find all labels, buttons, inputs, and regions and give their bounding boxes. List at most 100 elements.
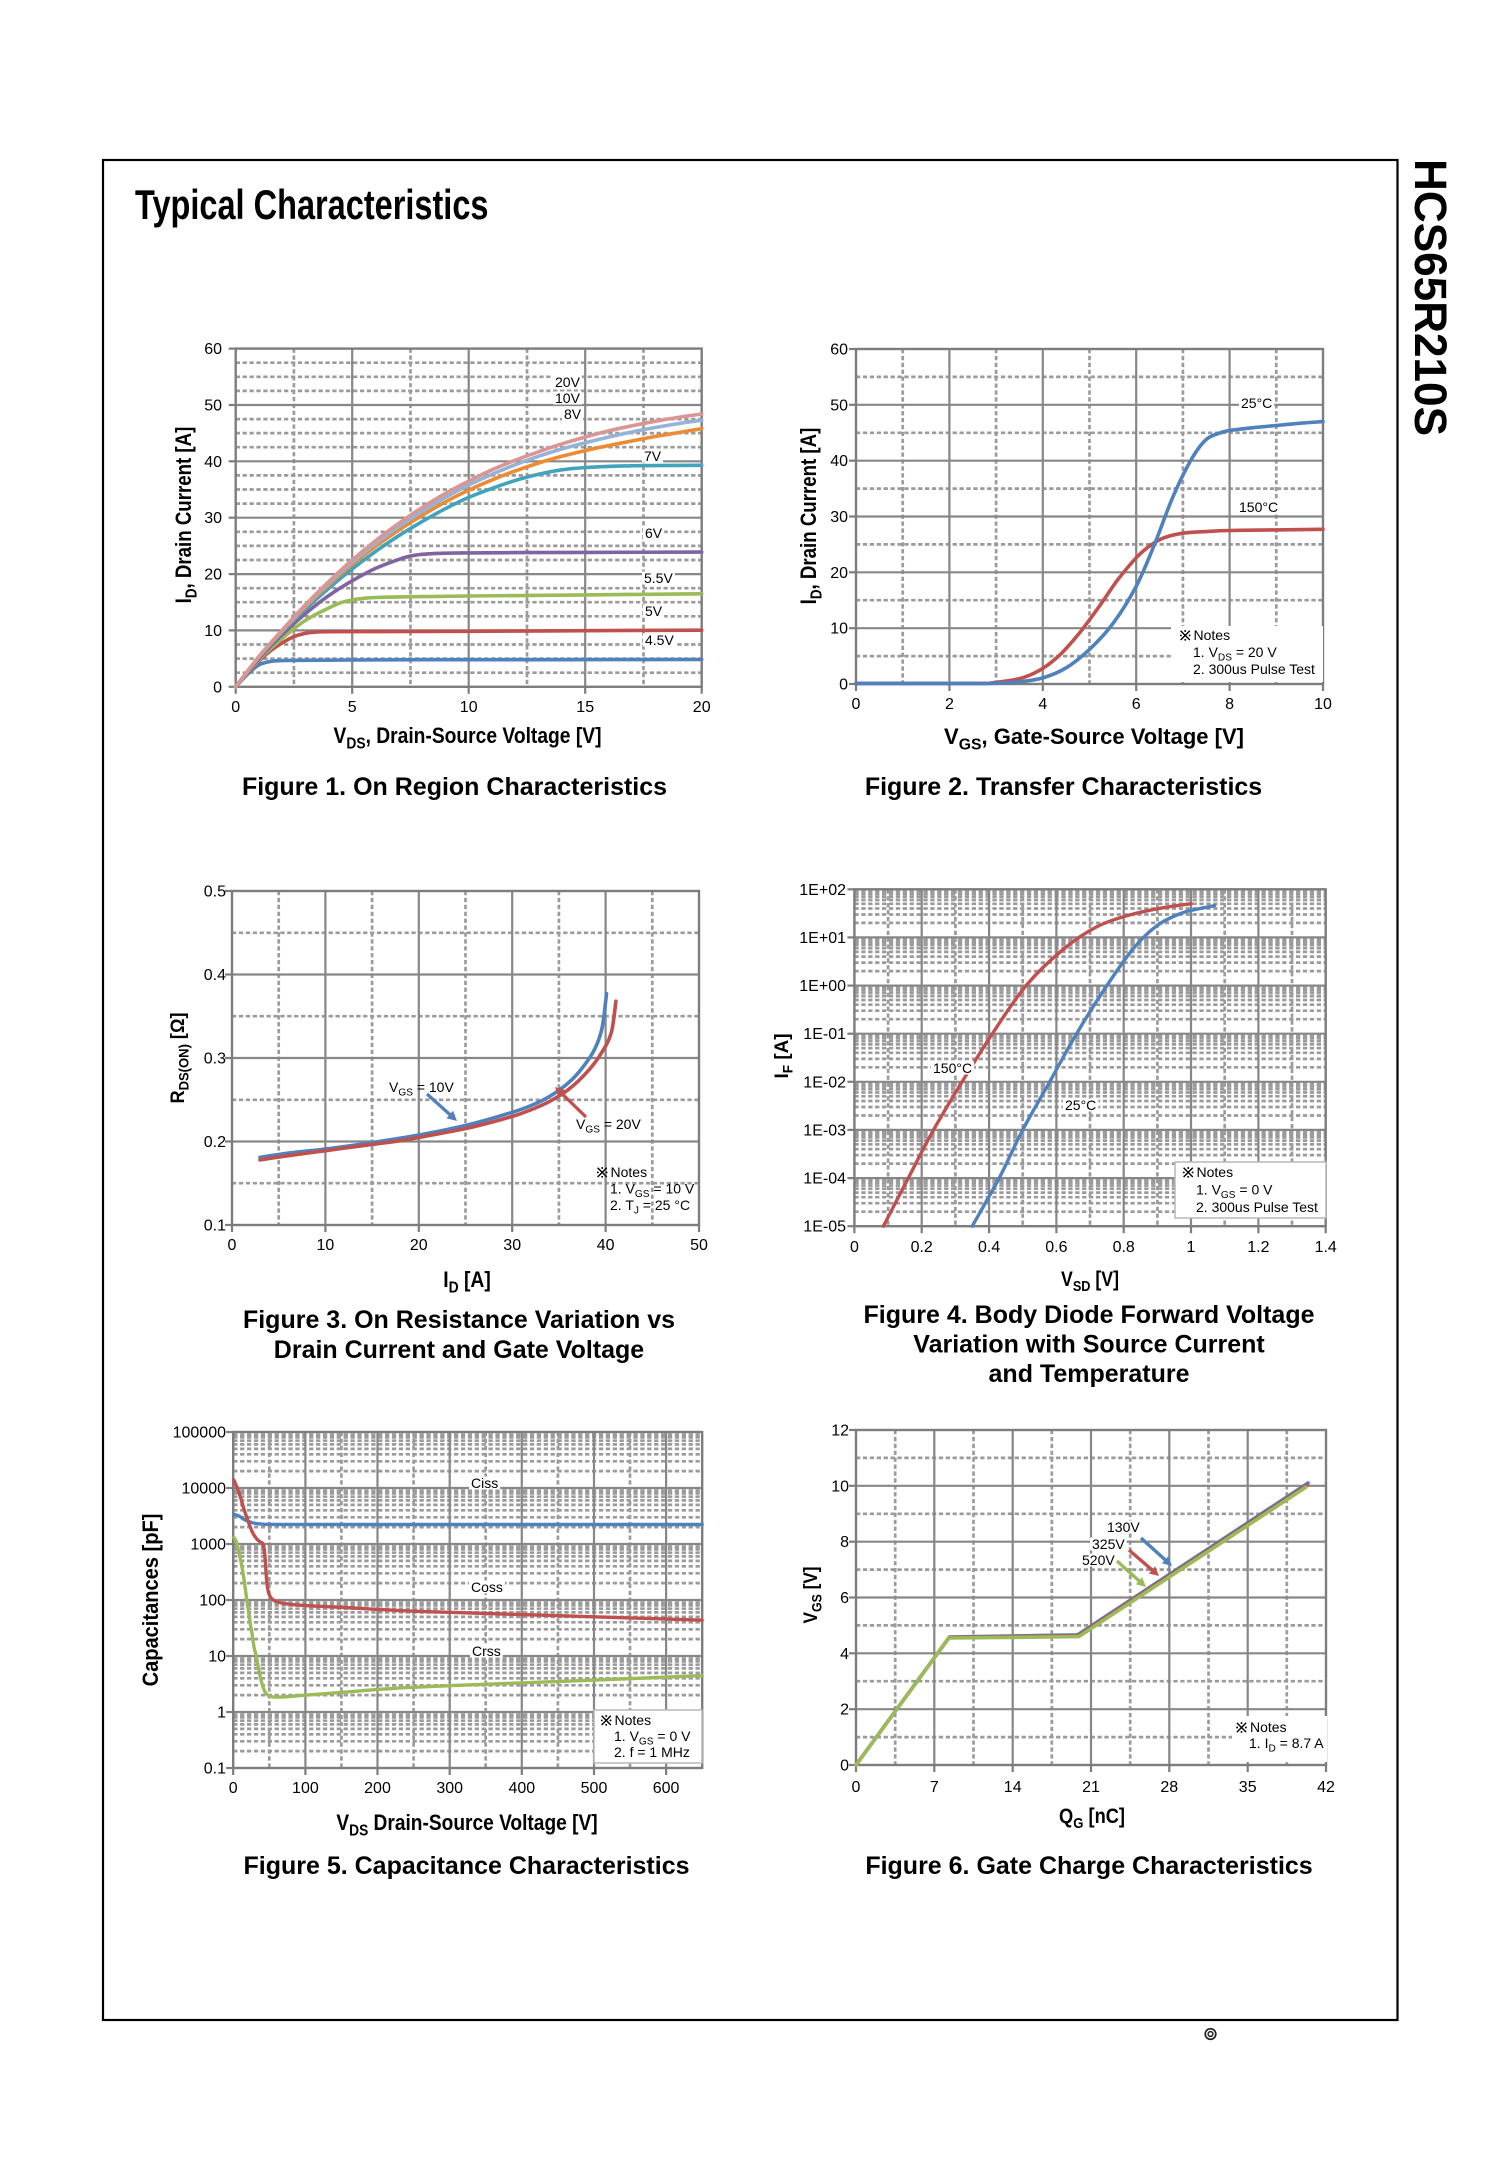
svg-text:Coss: Coss: [471, 1579, 503, 1595]
svg-text:0: 0: [852, 1779, 861, 1796]
svg-text:300: 300: [436, 1780, 463, 1797]
svg-text:130V: 130V: [1107, 1519, 1140, 1535]
svg-text:10: 10: [830, 621, 848, 638]
svg-text:520V: 520V: [1082, 1552, 1115, 1568]
svg-text:Notes: Notes: [1197, 1164, 1234, 1180]
svg-text:1: 1: [1187, 1239, 1196, 1256]
svg-text:0.4: 0.4: [978, 1239, 1000, 1256]
svg-text:Ciss: Ciss: [471, 1475, 498, 1491]
svg-text:1E-02: 1E-02: [803, 1074, 846, 1091]
svg-text:7V: 7V: [644, 448, 662, 464]
svg-text:150°C: 150°C: [933, 1060, 972, 1076]
svg-text:5: 5: [348, 699, 357, 716]
svg-text:1E-04: 1E-04: [803, 1171, 846, 1188]
svg-text:600: 600: [653, 1780, 680, 1797]
svg-text:Capacitances [pF]: Capacitances [pF]: [139, 1514, 163, 1687]
svg-text:0: 0: [850, 1239, 859, 1256]
svg-text:ID, Drain Current [A]: ID, Drain Current [A]: [798, 428, 826, 605]
svg-text:35: 35: [1239, 1779, 1257, 1796]
svg-text:6: 6: [840, 1590, 849, 1607]
svg-text:ID [A]: ID [A]: [443, 1268, 491, 1297]
svg-text:0: 0: [852, 696, 861, 713]
svg-text:60: 60: [204, 341, 222, 358]
svg-text:4: 4: [840, 1646, 849, 1663]
svg-text:8: 8: [1225, 696, 1234, 713]
svg-text:0.2: 0.2: [911, 1239, 933, 1256]
svg-text:VGS [V]: VGS [V]: [800, 1566, 825, 1623]
svg-text:VGS = 10V: VGS = 10V: [389, 1079, 454, 1098]
svg-text:1. VDS = 20 V: 1. VDS = 20 V: [1193, 644, 1277, 663]
svg-text:28: 28: [1160, 1779, 1178, 1796]
svg-text:10: 10: [317, 1237, 335, 1254]
svg-text:Crss: Crss: [472, 1643, 501, 1659]
svg-text:Variation with Source Current: Variation with Source Current: [913, 1331, 1265, 1359]
svg-text:10: 10: [204, 623, 222, 640]
svg-text:1. VGS = 0 V: 1. VGS = 0 V: [614, 1728, 691, 1747]
svg-text:Notes: Notes: [611, 1164, 648, 1180]
svg-text:40: 40: [830, 453, 848, 470]
svg-text:Figure 5. Capacitance Characte: Figure 5. Capacitance Characteristics: [243, 1852, 689, 1880]
svg-text:1E+02: 1E+02: [799, 882, 846, 899]
svg-text:0: 0: [229, 1780, 238, 1797]
svg-text:Notes: Notes: [1250, 1719, 1287, 1735]
svg-text:30: 30: [204, 510, 222, 527]
svg-text:14: 14: [1004, 1779, 1022, 1796]
svg-text:Notes: Notes: [1194, 627, 1231, 643]
svg-text:42: 42: [1317, 1779, 1335, 1796]
svg-text:1. VGS = 10 V: 1. VGS = 10 V: [610, 1181, 695, 1200]
svg-text:VGS, Gate-Source Voltage [V]: VGS, Gate-Source Voltage [V]: [944, 724, 1244, 753]
svg-text:VDS, Drain-Source Voltage [V]: VDS, Drain-Source Voltage [V]: [334, 724, 602, 753]
svg-text:0.2: 0.2: [204, 1134, 226, 1151]
svg-text:QG [nC]: QG [nC]: [1059, 1805, 1125, 1831]
svg-text:25°C: 25°C: [1065, 1097, 1096, 1113]
svg-text:2. 300us Pulse Test: 2. 300us Pulse Test: [1196, 1199, 1318, 1215]
svg-text:40: 40: [597, 1237, 615, 1254]
svg-text:Drain Current and Gate Voltage: Drain Current and Gate Voltage: [274, 1336, 645, 1364]
svg-text:10: 10: [208, 1649, 226, 1666]
svg-text:5V: 5V: [645, 603, 663, 619]
svg-text:5.5V: 5.5V: [644, 570, 673, 586]
svg-text:and Temperature: and Temperature: [989, 1360, 1190, 1388]
svg-text:1.2: 1.2: [1247, 1239, 1269, 1256]
svg-text:10V: 10V: [555, 390, 581, 406]
svg-text:0.6: 0.6: [1045, 1239, 1067, 1256]
svg-text:60: 60: [830, 342, 848, 359]
svg-text:1E-01: 1E-01: [803, 1026, 846, 1043]
svg-text:30: 30: [503, 1237, 521, 1254]
svg-text:1. ID = 8.7 A: 1. ID = 8.7 A: [1249, 1735, 1324, 1754]
svg-text:20: 20: [410, 1237, 428, 1254]
svg-text:VDS Drain-Source Voltage [V]: VDS Drain-Source Voltage [V]: [336, 1811, 597, 1840]
svg-text:0: 0: [839, 677, 848, 694]
svg-text:1E-05: 1E-05: [803, 1219, 846, 1236]
svg-text:1.4: 1.4: [1315, 1239, 1337, 1256]
svg-text:40: 40: [204, 454, 222, 471]
svg-text:7: 7: [930, 1779, 939, 1796]
svg-text:Figure 4. Body Diode Forward V: Figure 4. Body Diode Forward Voltage: [864, 1301, 1315, 1329]
svg-text:10: 10: [1314, 696, 1332, 713]
svg-text:325V: 325V: [1092, 1536, 1125, 1552]
svg-text:1E+01: 1E+01: [799, 930, 846, 947]
svg-text:20: 20: [830, 565, 848, 582]
svg-text:Typical Characteristics: Typical Characteristics: [135, 181, 488, 228]
svg-text:25°C: 25°C: [1241, 395, 1272, 411]
svg-text:0: 0: [231, 699, 240, 716]
svg-text:1E+00: 1E+00: [799, 978, 846, 995]
svg-text:21: 21: [1082, 1779, 1100, 1796]
svg-text:0: 0: [840, 1758, 849, 1775]
svg-text:8V: 8V: [564, 406, 582, 422]
svg-text:1. VGS = 0 V: 1. VGS = 0 V: [1196, 1182, 1273, 1201]
svg-text:100: 100: [292, 1780, 319, 1797]
svg-text:Figure 2. Transfer Characteris: Figure 2. Transfer Characteristics: [865, 773, 1262, 801]
svg-text:6: 6: [1132, 696, 1141, 713]
svg-text:500: 500: [581, 1780, 608, 1797]
svg-text:0.4: 0.4: [204, 967, 226, 984]
svg-text:6V: 6V: [645, 525, 663, 541]
svg-text:10000: 10000: [182, 1481, 227, 1498]
svg-text:Figure 3. On Resistance Variat: Figure 3. On Resistance Variation vs: [243, 1306, 675, 1334]
svg-text:1E-03: 1E-03: [803, 1122, 846, 1139]
svg-text:0: 0: [228, 1237, 237, 1254]
svg-text:12: 12: [831, 1423, 849, 1440]
svg-text:Notes: Notes: [615, 1712, 652, 1728]
svg-text:200: 200: [364, 1780, 391, 1797]
svg-text:1: 1: [217, 1705, 226, 1722]
